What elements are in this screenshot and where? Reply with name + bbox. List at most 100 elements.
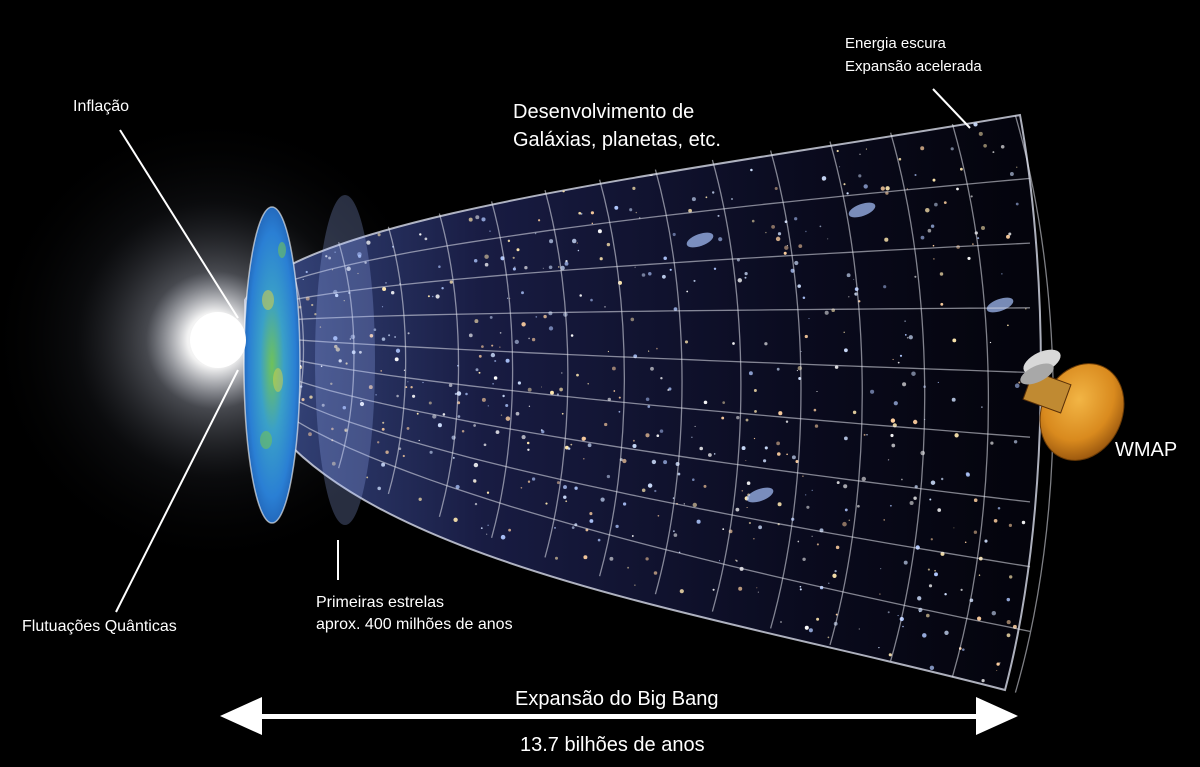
star: [778, 411, 783, 416]
star: [548, 326, 554, 331]
star: [520, 486, 523, 489]
first-stars-label-line1: Primeiras estrelas: [316, 594, 445, 611]
star: [679, 589, 684, 594]
star: [966, 472, 970, 477]
star: [589, 512, 593, 516]
star: [744, 276, 747, 279]
star: [660, 377, 663, 380]
star: [521, 322, 526, 327]
star: [641, 273, 646, 277]
star: [804, 334, 808, 339]
star: [929, 498, 932, 501]
star: [622, 502, 627, 506]
star: [944, 630, 949, 635]
star: [914, 173, 917, 177]
star: [711, 191, 715, 194]
star: [507, 239, 511, 243]
star: [1013, 440, 1018, 444]
star: [618, 410, 621, 413]
star: [693, 279, 696, 282]
star: [490, 352, 496, 358]
star: [799, 588, 802, 591]
star: [811, 535, 813, 537]
star: [904, 334, 907, 336]
star: [311, 303, 314, 307]
star: [647, 405, 651, 408]
star: [808, 628, 813, 633]
star: [571, 526, 575, 529]
star: [491, 344, 494, 347]
star: [857, 504, 860, 508]
star: [305, 270, 308, 274]
star: [848, 519, 851, 522]
star: [930, 480, 936, 485]
star: [863, 433, 866, 436]
star: [635, 211, 638, 214]
star: [478, 371, 481, 374]
star: [771, 225, 775, 229]
star: [359, 401, 365, 407]
star: [494, 359, 497, 363]
star: [777, 502, 782, 507]
star: [390, 290, 395, 295]
star: [758, 525, 763, 530]
star: [934, 569, 936, 572]
star: [956, 187, 959, 191]
star: [659, 429, 664, 433]
star: [794, 260, 799, 266]
star: [721, 416, 725, 420]
star: [314, 313, 317, 316]
star: [589, 519, 594, 523]
star: [919, 610, 921, 613]
star: [618, 396, 621, 399]
star: [1039, 694, 1041, 696]
star: [449, 280, 453, 284]
development-label-line2: Galáxias, planetas, etc.: [513, 129, 721, 151]
star: [574, 486, 578, 490]
star: [748, 371, 753, 376]
star: [428, 401, 432, 405]
star: [489, 230, 491, 232]
star: [385, 450, 389, 454]
star: [736, 415, 740, 420]
star: [865, 148, 867, 150]
star: [475, 368, 479, 372]
star: [683, 503, 685, 505]
star: [508, 528, 512, 532]
star: [885, 186, 890, 191]
grid-ring: [337, 241, 355, 469]
star: [756, 587, 758, 589]
star: [746, 481, 751, 485]
star: [653, 571, 658, 575]
star: [654, 489, 657, 493]
star: [967, 256, 971, 260]
cmb-speckles: [260, 242, 286, 449]
star: [722, 401, 726, 404]
star: [561, 412, 564, 415]
star: [930, 224, 935, 228]
star: [964, 541, 967, 543]
star: [629, 208, 633, 212]
star: [645, 557, 649, 561]
star: [559, 387, 563, 392]
star: [805, 494, 807, 496]
dark-energy-pointer: [932, 88, 971, 129]
star: [474, 502, 478, 506]
star: [461, 430, 465, 433]
star: [565, 500, 568, 503]
star: [928, 584, 933, 588]
star: [854, 292, 858, 296]
grid-line: [249, 370, 1031, 568]
star: [454, 392, 458, 396]
star: [839, 166, 841, 168]
star: [804, 625, 809, 630]
star: [808, 318, 810, 320]
star: [844, 436, 848, 441]
dark-energy-label-line1: Energia escura: [845, 35, 946, 52]
star: [416, 412, 419, 415]
star: [506, 297, 509, 299]
star: [802, 296, 806, 299]
star: [338, 359, 342, 363]
star: [996, 669, 998, 672]
cmb-disc: [243, 206, 301, 524]
